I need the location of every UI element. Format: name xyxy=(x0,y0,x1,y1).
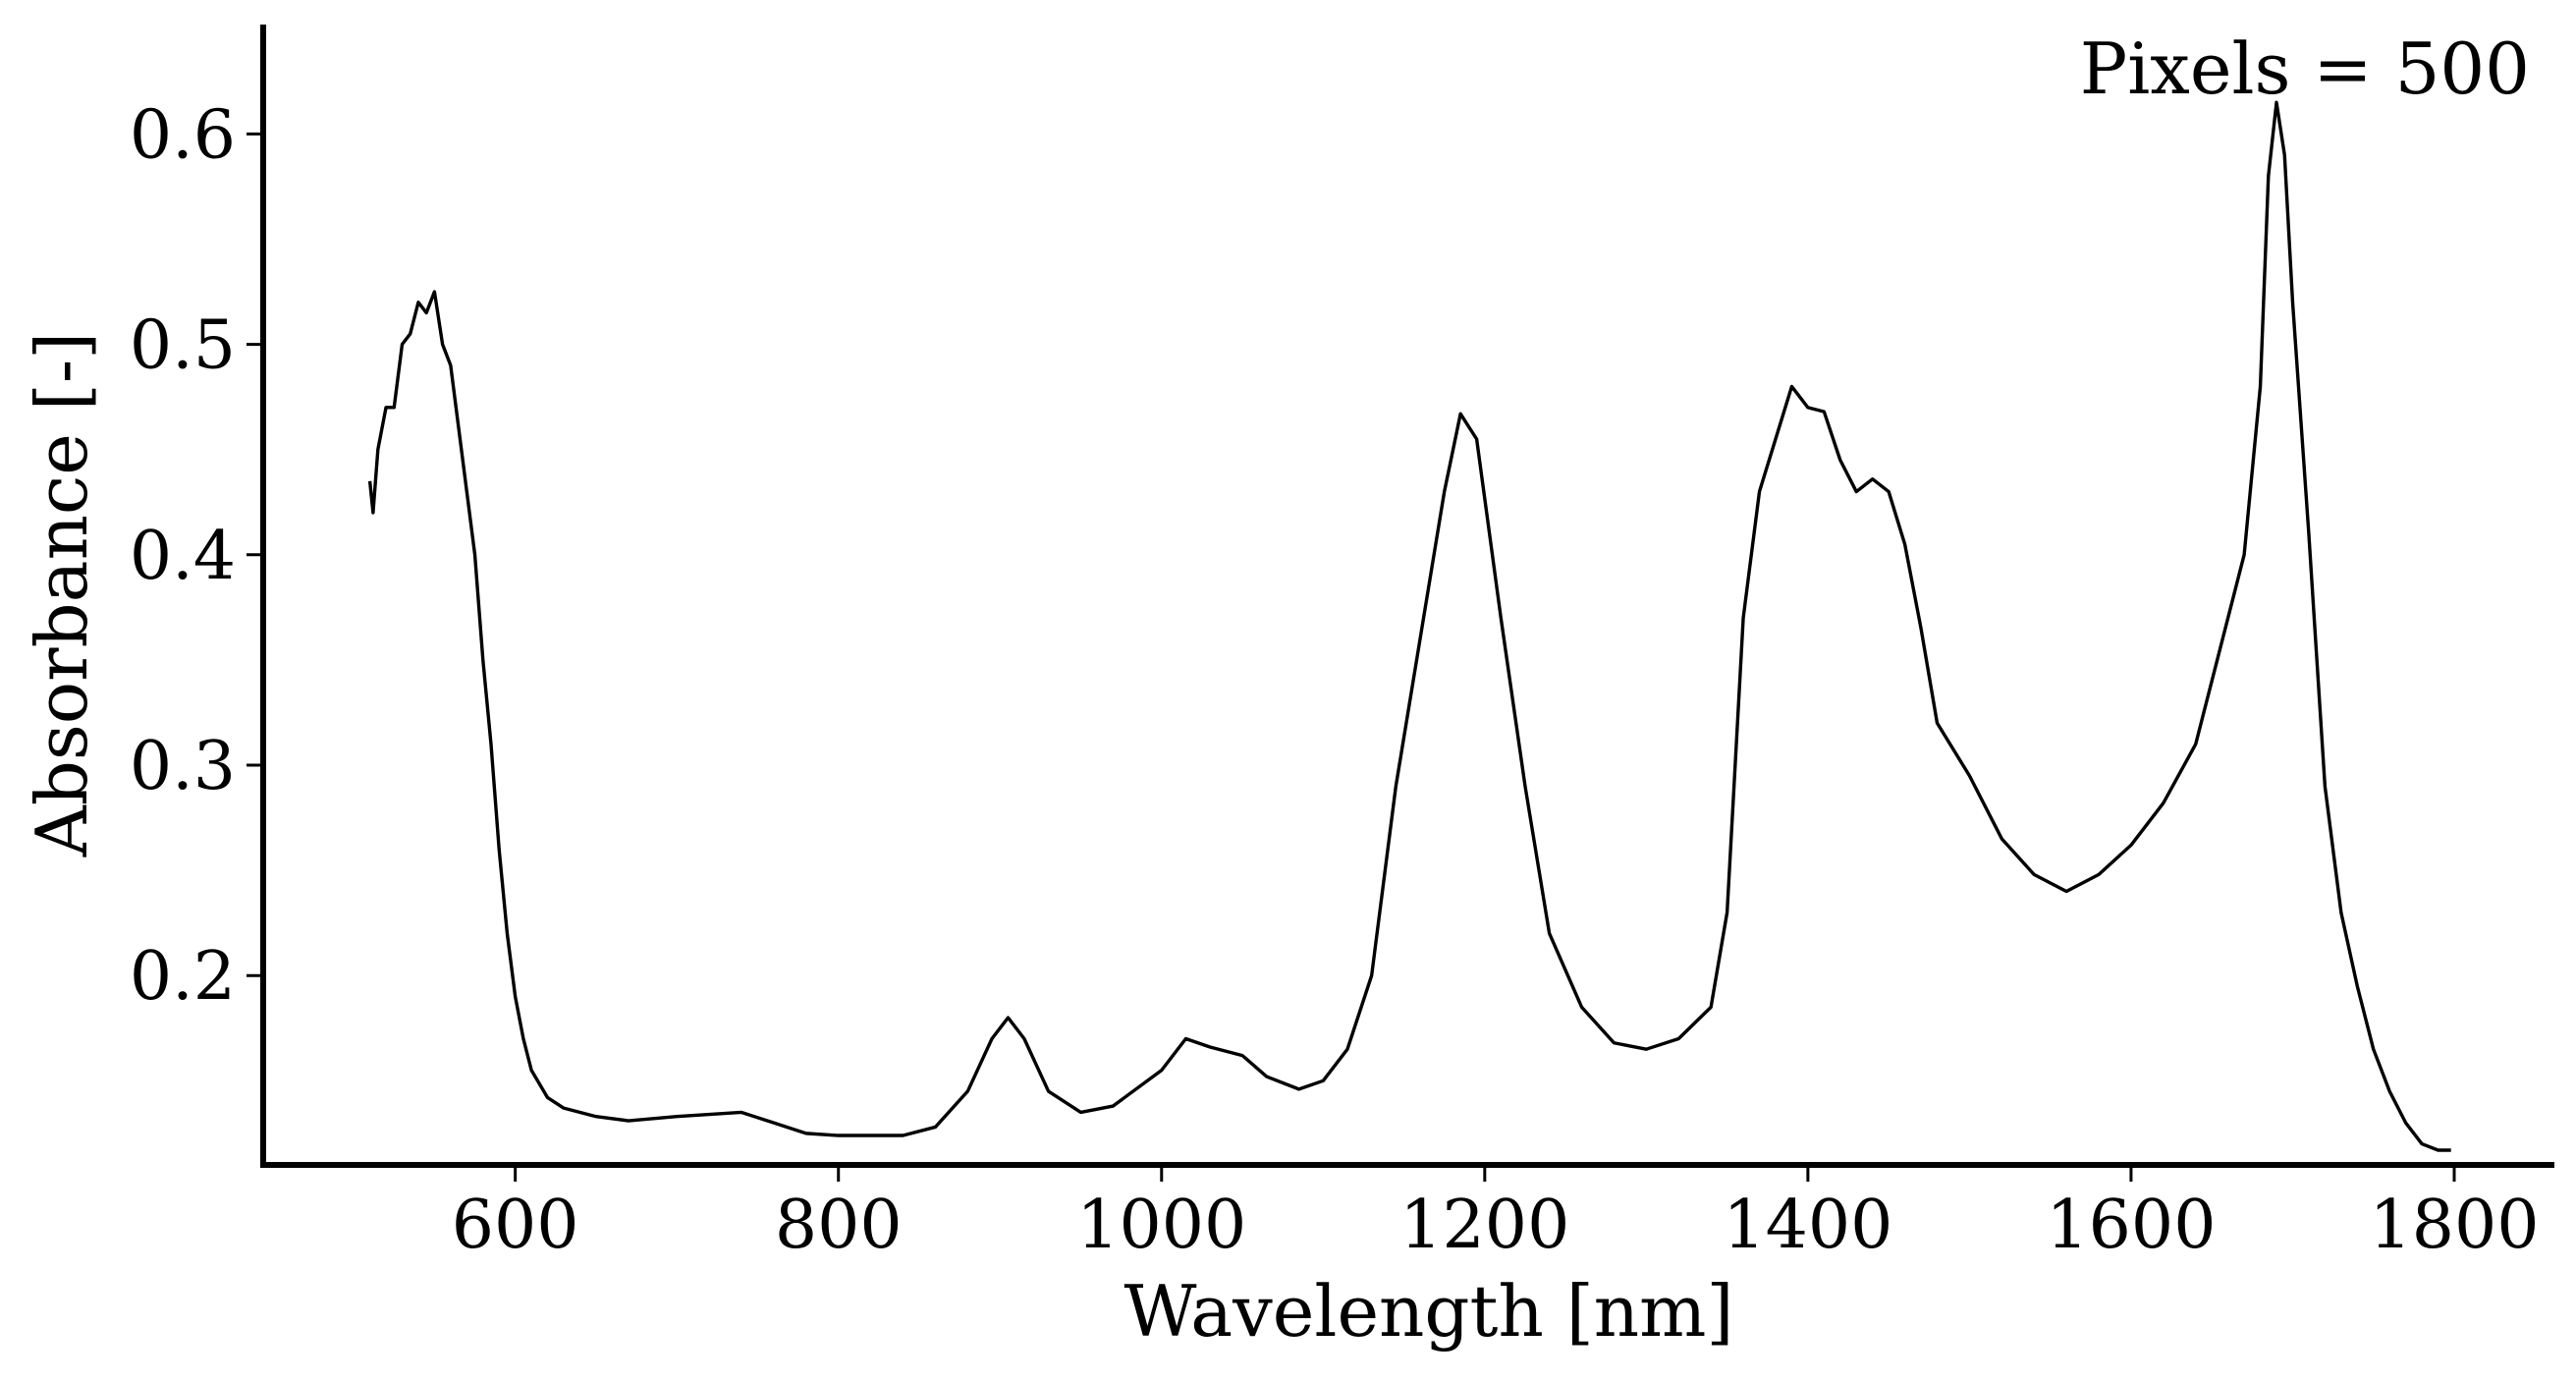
x-axis-label: Wavelength [nm] xyxy=(1124,1270,1733,1353)
y-tick-label: 0.3 xyxy=(130,728,236,805)
y-tick-label: 0.6 xyxy=(130,96,236,174)
x-tick-label: 1800 xyxy=(2369,1187,2539,1264)
annotation: Pixels = 500 xyxy=(2080,28,2530,110)
spectrum-line xyxy=(367,100,2451,1152)
x-tick-label: 600 xyxy=(452,1187,579,1264)
x-tick-label: 1400 xyxy=(1723,1187,1892,1264)
x-tick-label: 1600 xyxy=(2046,1187,2216,1264)
x-tick-label: 1200 xyxy=(1399,1187,1569,1264)
y-tick-label: 0.4 xyxy=(130,518,236,595)
y-tick-label: 0.2 xyxy=(130,938,236,1016)
x-tick-label: 800 xyxy=(775,1187,903,1264)
y-tick-label: 0.5 xyxy=(130,307,236,385)
x-tick-label: 1000 xyxy=(1076,1187,1246,1264)
y-axis-label: Absorbance [-] xyxy=(21,332,103,858)
